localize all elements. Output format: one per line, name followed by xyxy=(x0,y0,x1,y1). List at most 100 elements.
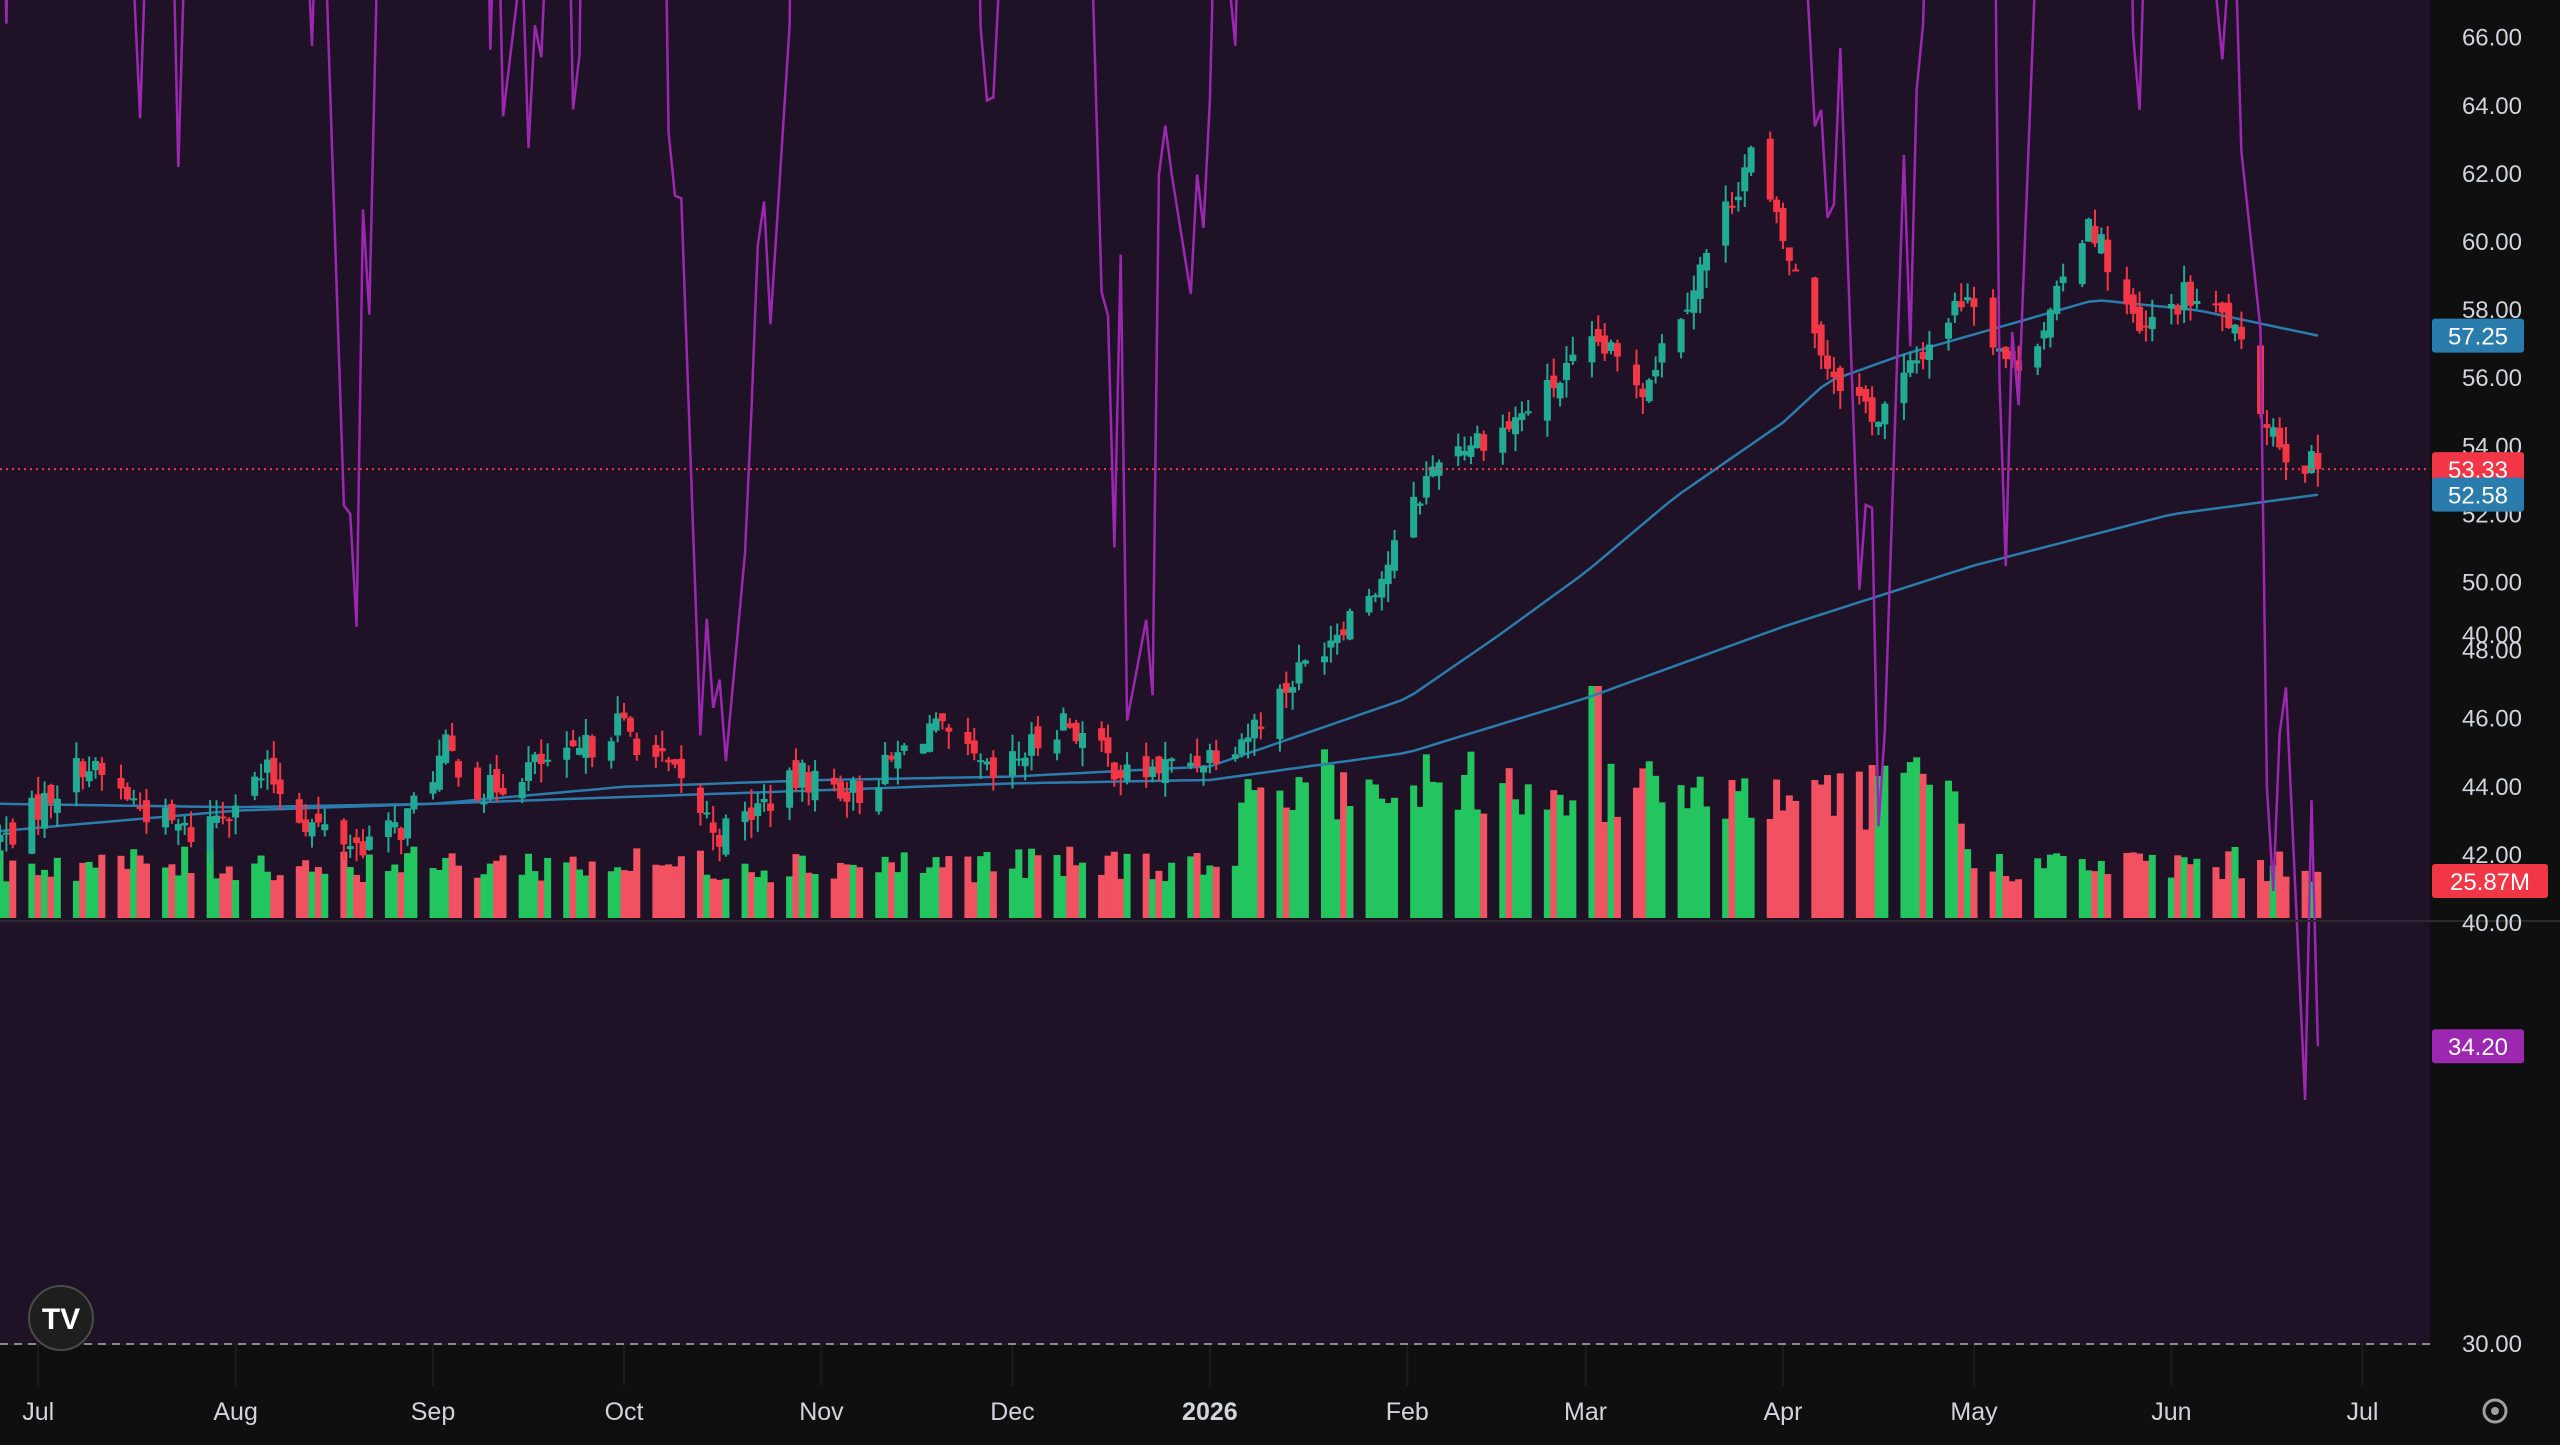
candle-body xyxy=(314,813,322,823)
volume-bar xyxy=(1371,784,1379,918)
candle-body xyxy=(1703,253,1711,271)
candle-body xyxy=(1212,750,1220,764)
candle-body xyxy=(1734,196,1742,201)
candle-body xyxy=(142,800,150,823)
volume-bar xyxy=(2078,859,2086,918)
tradingview-logo-button[interactable]: TV xyxy=(28,1285,94,1351)
candle-body xyxy=(340,820,348,845)
volume-bar xyxy=(722,878,730,918)
candle-body xyxy=(932,718,940,731)
candle-body xyxy=(1206,750,1214,763)
volume-bar xyxy=(1588,686,1596,918)
candle-body xyxy=(989,757,997,778)
price-tick-label: 50.00 xyxy=(2462,570,2522,597)
time-tick-label: Feb xyxy=(1386,1398,1429,1426)
candle-body xyxy=(849,780,857,793)
time-axis[interactable]: Jul Aug Sep Oct Nov Dec 2026 Feb Mar Apr May Jun Jul xyxy=(22,1398,2378,1426)
volume-bar xyxy=(1562,815,1570,918)
candle-body xyxy=(900,745,908,751)
volume-bar xyxy=(1639,768,1647,918)
candle-body xyxy=(1550,375,1558,389)
rsi-line-group xyxy=(4,0,2320,1100)
volume-bar xyxy=(353,874,361,918)
volume-bar xyxy=(671,866,679,918)
candle-body xyxy=(1384,564,1392,585)
candle-body xyxy=(843,791,851,802)
volume-bar xyxy=(1098,874,1106,918)
volume-bar xyxy=(454,865,462,918)
tradingview-logo-icon: TV xyxy=(42,1303,80,1336)
volume-bar xyxy=(525,853,533,918)
candle-body xyxy=(47,785,55,804)
volume-bar xyxy=(1193,852,1201,918)
rsi-tick-label: 40.00 xyxy=(2462,622,2522,649)
candle-body xyxy=(442,734,450,764)
volume-bar xyxy=(1766,818,1774,918)
candle-body xyxy=(2218,302,2226,313)
candle-body xyxy=(1639,388,1647,398)
candle-body xyxy=(1728,205,1736,208)
candle-body xyxy=(1187,762,1195,767)
volume-bar xyxy=(2129,852,2137,918)
volume-bar xyxy=(2212,867,2220,918)
volume-bar xyxy=(1512,799,1520,918)
candle-body xyxy=(2078,243,2086,285)
candle-body xyxy=(1021,757,1029,767)
volume-bar xyxy=(1703,806,1711,918)
candle-body xyxy=(2040,330,2048,339)
candle-body xyxy=(2193,301,2201,305)
volume-bar xyxy=(1015,849,1023,918)
volume-bar xyxy=(1964,849,1972,918)
candle-body xyxy=(2276,427,2284,448)
candle-body xyxy=(964,732,972,744)
volume-bar xyxy=(1391,797,1399,918)
volume-bar xyxy=(314,867,322,918)
candle-body xyxy=(486,775,494,799)
volume-bar xyxy=(41,869,49,918)
volume-bar xyxy=(792,854,800,918)
volume-bar xyxy=(716,879,724,918)
volume-bar xyxy=(1244,779,1252,918)
volume-bar xyxy=(1028,848,1036,918)
candle-body xyxy=(1811,277,1819,334)
candle-body xyxy=(2212,303,2220,306)
volume-bar xyxy=(652,864,660,918)
volume-bar xyxy=(2123,852,2131,918)
candle-body xyxy=(1913,360,1921,364)
volume-bar xyxy=(970,882,978,918)
candle-body xyxy=(346,846,354,850)
time-tick-label: Jul xyxy=(22,1398,54,1426)
volume-bar xyxy=(588,861,596,918)
candle-body xyxy=(2059,276,2067,284)
candle-body xyxy=(1200,766,1207,773)
volume-bar xyxy=(1301,782,1309,918)
volume-bar xyxy=(340,851,348,918)
candle-body xyxy=(766,803,774,811)
volume-bar xyxy=(1613,816,1621,918)
candle-body xyxy=(2148,317,2156,330)
candle-body xyxy=(1257,726,1265,730)
volume-bar xyxy=(2180,857,2188,918)
settings-button[interactable] xyxy=(2482,1398,2508,1424)
candle-body xyxy=(397,827,405,841)
volume-bar xyxy=(181,846,189,918)
volume-bar xyxy=(442,857,450,918)
time-tick-label: Jul xyxy=(2346,1398,2378,1426)
candle-body xyxy=(117,777,125,789)
candle-body xyxy=(1919,352,1927,360)
last-price-badge-box xyxy=(2432,452,2524,487)
candle-body xyxy=(187,827,195,843)
volume-bar xyxy=(2186,864,2194,918)
volume-bar xyxy=(429,868,437,918)
candle-body xyxy=(2085,218,2093,242)
volume-bar xyxy=(760,870,768,918)
candle-body xyxy=(1110,762,1118,780)
volume-bar xyxy=(123,868,131,918)
volume-bar xyxy=(1728,780,1736,918)
volume-bar xyxy=(926,867,934,918)
candle-body xyxy=(1855,386,1863,396)
candle-body xyxy=(1371,595,1379,598)
candle-body xyxy=(652,745,660,757)
